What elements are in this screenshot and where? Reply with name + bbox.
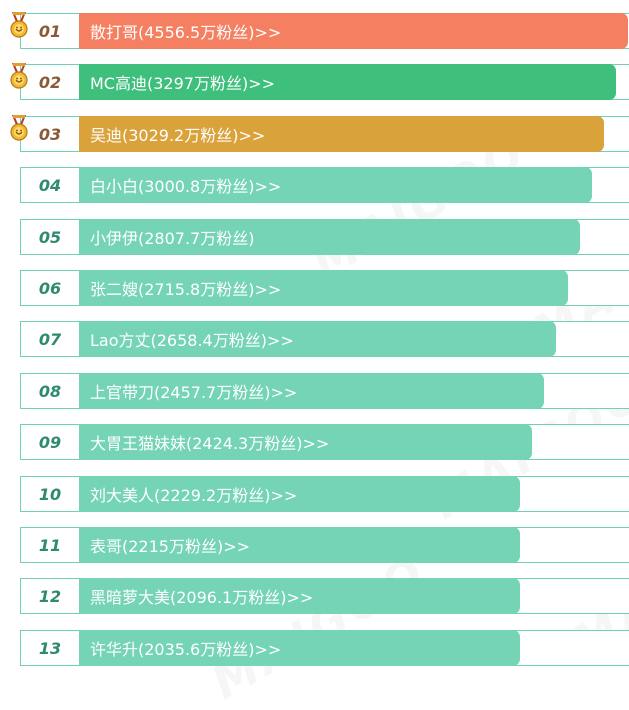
ranking-row: 10 刘大美人(2229.2万粉丝)>> <box>20 476 629 512</box>
ranking-bar-link[interactable]: 散打哥(4556.5万粉丝)>> <box>79 13 628 49</box>
rank-number: 08 <box>38 381 62 401</box>
ranking-row: 06 张二嫂(2715.8万粉丝)>> <box>20 270 629 306</box>
ranking-bar-link[interactable]: 黑暗萝大美(2096.1万粉丝)>> <box>79 578 520 614</box>
ranking-row: 02 MC高迪(3297万粉丝)>> <box>10 63 629 100</box>
medal-icon <box>10 63 28 89</box>
ranking-row: 04 白小白(3000.8万粉丝)>> <box>20 167 629 203</box>
ranking-row: 03 吴迪(3029.2万粉丝)>> <box>10 115 629 152</box>
rank-number: 13 <box>38 638 62 658</box>
ranking-row: 08 上官带刀(2457.7万粉丝)>> <box>20 373 629 409</box>
rank-number: 10 <box>38 484 62 504</box>
ranking-bar-link[interactable]: 小伊伊(2807.7万粉丝) <box>79 219 580 255</box>
ranking-bar-link[interactable]: 刘大美人(2229.2万粉丝)>> <box>79 476 520 512</box>
ranking-bar-link[interactable]: 白小白(3000.8万粉丝)>> <box>79 167 592 203</box>
rank-number: 09 <box>38 432 62 452</box>
ranking-bar-link[interactable]: 吴迪(3029.2万粉丝)>> <box>79 116 604 152</box>
rank-number: 06 <box>38 278 62 298</box>
rank-number: 12 <box>38 586 62 606</box>
ranking-bar-link[interactable]: 表哥(2215万粉丝)>> <box>79 527 520 563</box>
ranking-bar-link[interactable]: Lao方丈(2658.4万粉丝)>> <box>79 321 556 357</box>
rank-number: 07 <box>38 329 62 349</box>
ranking-row: 07 Lao方丈(2658.4万粉丝)>> <box>20 321 629 357</box>
rank-number: 11 <box>38 535 62 555</box>
medal-icon <box>10 12 28 38</box>
ranking-bar-link[interactable]: 上官带刀(2457.7万粉丝)>> <box>79 373 544 409</box>
ranking-bar-link[interactable]: 许华升(2035.6万粉丝)>> <box>79 630 520 666</box>
ranking-row: 05 小伊伊(2807.7万粉丝) <box>20 219 629 255</box>
rank-number: 05 <box>38 227 62 247</box>
watermark-text: MAIGOO <box>202 544 436 710</box>
rank-number: 01 <box>38 21 62 41</box>
ranking-bar-link[interactable]: 大胃王猫妹妹(2424.3万粉丝)>> <box>79 424 532 460</box>
ranking-row: 11 表哥(2215万粉丝)>> <box>20 527 629 563</box>
ranking-row: 01 散打哥(4556.5万粉丝)>> <box>10 12 629 49</box>
rank-number: 02 <box>38 72 62 92</box>
ranking-row: 09 大胃王猫妹妹(2424.3万粉丝)>> <box>20 424 629 460</box>
ranking-row: 13 许华升(2035.6万粉丝)>> <box>20 630 629 666</box>
ranking-list: MAIGOOMAIGOOMAIGOOMAIGOOMAIGOO01散打哥(4556… <box>10 12 629 666</box>
ranking-bar-link[interactable]: MC高迪(3297万粉丝)>> <box>79 64 616 100</box>
medal-icon <box>10 115 28 141</box>
rank-number: 04 <box>38 175 62 195</box>
ranking-row: 12 黑暗萝大美(2096.1万粉丝)>> <box>20 578 629 614</box>
ranking-bar-link[interactable]: 张二嫂(2715.8万粉丝)>> <box>79 270 568 306</box>
rank-number: 03 <box>38 124 62 144</box>
